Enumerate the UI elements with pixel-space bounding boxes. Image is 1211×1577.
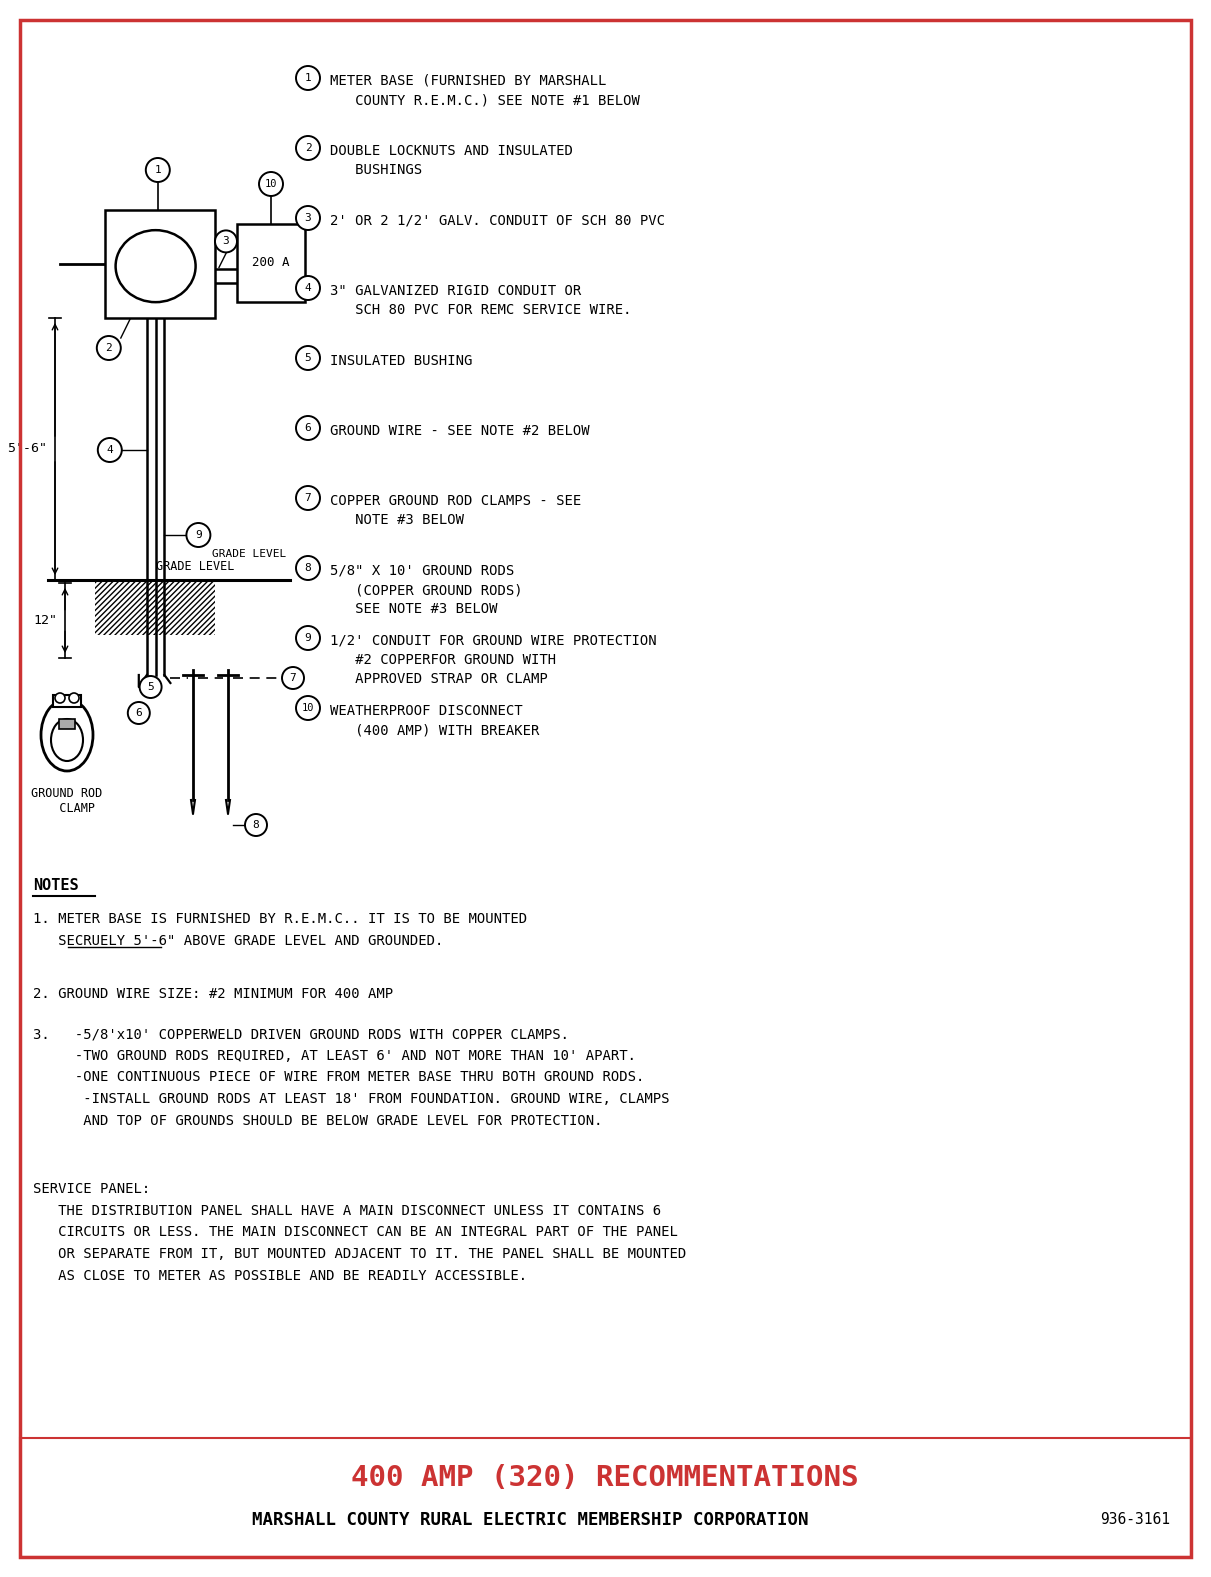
- Text: 5: 5: [148, 681, 154, 692]
- Text: COUNTY R.E.M.C.) SEE NOTE #1 BELOW: COUNTY R.E.M.C.) SEE NOTE #1 BELOW: [331, 93, 639, 107]
- Circle shape: [54, 692, 65, 703]
- Text: 4: 4: [305, 282, 311, 293]
- Circle shape: [295, 66, 320, 90]
- Text: 3: 3: [305, 213, 311, 222]
- Text: 5'-6": 5'-6": [7, 443, 47, 456]
- Text: 6: 6: [136, 708, 142, 718]
- Bar: [59, 719, 75, 729]
- Text: 2: 2: [305, 144, 311, 153]
- Text: 1/2' CONDUIT FOR GROUND WIRE PROTECTION: 1/2' CONDUIT FOR GROUND WIRE PROTECTION: [331, 634, 656, 648]
- Text: APPROVED STRAP OR CLAMP: APPROVED STRAP OR CLAMP: [331, 672, 547, 686]
- Circle shape: [295, 486, 320, 509]
- Text: (COPPER GROUND RODS): (COPPER GROUND RODS): [331, 583, 523, 598]
- Text: 200 A: 200 A: [252, 257, 289, 270]
- Text: 5/8" X 10' GROUND RODS: 5/8" X 10' GROUND RODS: [331, 565, 515, 579]
- Text: 3.   -5/8'x10' COPPERWELD DRIVEN GROUND RODS WITH COPPER CLAMPS.
     -TWO GROUN: 3. -5/8'x10' COPPERWELD DRIVEN GROUND RO…: [33, 1027, 670, 1128]
- Text: NOTES: NOTES: [33, 878, 79, 893]
- Text: GROUND WIRE - SEE NOTE #2 BELOW: GROUND WIRE - SEE NOTE #2 BELOW: [331, 424, 590, 438]
- Text: INSULATED BUSHING: INSULATED BUSHING: [331, 353, 472, 367]
- Text: 1. METER BASE IS FURNISHED BY R.E.M.C.. IT IS TO BE MOUNTED
   SECRUELY 5'-6" AB: 1. METER BASE IS FURNISHED BY R.E.M.C.. …: [33, 912, 527, 948]
- Circle shape: [97, 336, 121, 360]
- Ellipse shape: [115, 230, 196, 303]
- Text: METER BASE (FURNISHED BY MARSHALL: METER BASE (FURNISHED BY MARSHALL: [331, 74, 607, 88]
- Text: GROUND ROD
   CLAMP: GROUND ROD CLAMP: [31, 787, 103, 815]
- Circle shape: [145, 158, 170, 181]
- Circle shape: [295, 695, 320, 721]
- Text: COPPER GROUND ROD CLAMPS - SEE: COPPER GROUND ROD CLAMPS - SEE: [331, 494, 581, 508]
- Text: 2: 2: [105, 344, 113, 353]
- Circle shape: [186, 524, 211, 547]
- Text: GRADE LEVEL: GRADE LEVEL: [156, 560, 234, 572]
- Text: 10: 10: [265, 180, 277, 189]
- Circle shape: [295, 416, 320, 440]
- Circle shape: [282, 667, 304, 689]
- Circle shape: [295, 557, 320, 580]
- Text: 4: 4: [107, 445, 113, 456]
- Text: GRADE LEVEL: GRADE LEVEL: [212, 549, 287, 558]
- Circle shape: [295, 207, 320, 230]
- Text: 1: 1: [155, 166, 161, 175]
- Bar: [53, 695, 81, 706]
- Bar: [21, 1438, 1190, 1556]
- Circle shape: [295, 626, 320, 650]
- Circle shape: [98, 438, 122, 462]
- Text: BUSHINGS: BUSHINGS: [331, 162, 423, 177]
- Text: SCH 80 PVC FOR REMC SERVICE WIRE.: SCH 80 PVC FOR REMC SERVICE WIRE.: [331, 303, 631, 317]
- Text: 12": 12": [33, 613, 57, 628]
- Text: SERVICE PANEL:
   THE DISTRIBUTION PANEL SHALL HAVE A MAIN DISCONNECT UNLESS IT : SERVICE PANEL: THE DISTRIBUTION PANEL SH…: [33, 1183, 687, 1282]
- Ellipse shape: [51, 719, 84, 762]
- Text: 7: 7: [289, 673, 297, 683]
- Circle shape: [245, 814, 266, 836]
- Text: 3: 3: [223, 237, 229, 246]
- Circle shape: [295, 345, 320, 371]
- Circle shape: [69, 692, 79, 703]
- Circle shape: [295, 276, 320, 300]
- Text: DOUBLE LOCKNUTS AND INSULATED: DOUBLE LOCKNUTS AND INSULATED: [331, 144, 573, 158]
- Text: 8: 8: [253, 820, 259, 830]
- Text: SEE NOTE #3 BELOW: SEE NOTE #3 BELOW: [331, 602, 498, 617]
- Text: 10: 10: [302, 703, 314, 713]
- Text: (400 AMP) WITH BREAKER: (400 AMP) WITH BREAKER: [331, 722, 539, 736]
- Bar: [237, 224, 305, 303]
- Text: 7: 7: [305, 494, 311, 503]
- Text: 936-3161: 936-3161: [1100, 1512, 1170, 1528]
- Text: 8: 8: [305, 563, 311, 572]
- Text: 3" GALVANIZED RIGID CONDUIT OR: 3" GALVANIZED RIGID CONDUIT OR: [331, 284, 581, 298]
- Text: 2. GROUND WIRE SIZE: #2 MINIMUM FOR 400 AMP: 2. GROUND WIRE SIZE: #2 MINIMUM FOR 400 …: [33, 987, 394, 1001]
- Text: 1: 1: [305, 73, 311, 84]
- Text: 9: 9: [195, 530, 202, 539]
- Text: 5: 5: [305, 353, 311, 363]
- Circle shape: [295, 136, 320, 159]
- Text: #2 COPPERFOR GROUND WITH: #2 COPPERFOR GROUND WITH: [331, 653, 556, 667]
- Text: WEATHERPROOF DISCONNECT: WEATHERPROOF DISCONNECT: [331, 703, 523, 718]
- Circle shape: [259, 172, 283, 196]
- Circle shape: [128, 702, 150, 724]
- Text: MARSHALL COUNTY RURAL ELECTRIC MEMBERSHIP CORPORATION: MARSHALL COUNTY RURAL ELECTRIC MEMBERSHI…: [252, 1511, 808, 1530]
- Circle shape: [139, 677, 161, 699]
- Bar: [105, 210, 216, 319]
- Text: 6: 6: [305, 423, 311, 434]
- Text: NOTE #3 BELOW: NOTE #3 BELOW: [331, 513, 464, 527]
- Text: 9: 9: [305, 632, 311, 643]
- Text: 2' OR 2 1/2' GALV. CONDUIT OF SCH 80 PVC: 2' OR 2 1/2' GALV. CONDUIT OF SCH 80 PVC: [331, 214, 665, 229]
- Text: 400 AMP (320) RECOMMENTATIONS: 400 AMP (320) RECOMMENTATIONS: [351, 1463, 859, 1492]
- Ellipse shape: [41, 699, 93, 771]
- Circle shape: [216, 230, 237, 252]
